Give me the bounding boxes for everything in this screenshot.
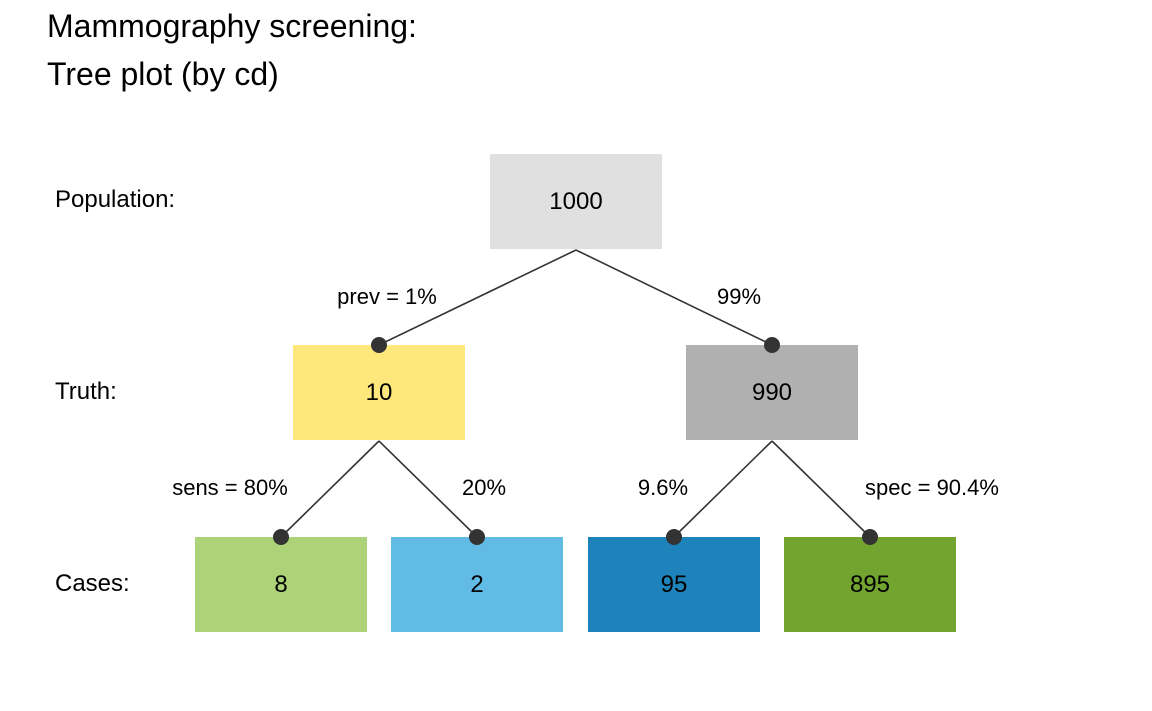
node-false-alarm-value: 95 <box>660 570 688 598</box>
edge-line-miss-rate <box>378 440 478 538</box>
edge-label-not-prev: 99% <box>716 284 762 309</box>
node-miss-value: 2 <box>470 570 484 598</box>
title-line-2: Tree plot (by cd) <box>47 56 279 92</box>
edge-label-prev: prev = 1% <box>337 284 437 309</box>
edge-line-fart <box>673 440 773 538</box>
row-label-population: Population: <box>55 186 176 213</box>
edge-label-fart: 9.6% <box>637 475 689 500</box>
node-condition-false-value: 990 <box>751 378 793 406</box>
edge-line-spec <box>771 440 871 538</box>
node-false-alarm: 95 <box>588 537 760 632</box>
node-population: 1000 <box>490 154 662 249</box>
node-condition-false: 990 <box>686 345 858 440</box>
node-miss: 2 <box>391 537 563 632</box>
node-correct-rejection: 895 <box>784 537 956 632</box>
edge-line-not-prev <box>575 249 773 346</box>
node-condition-true-value: 10 <box>365 378 393 406</box>
title-line-1: Mammography screening: <box>47 8 417 44</box>
node-correct-rejection-value: 895 <box>849 570 891 598</box>
edge-label-sens: sens = 80% <box>172 475 288 500</box>
edge-line-prev <box>378 249 577 346</box>
node-condition-true: 10 <box>293 345 465 440</box>
edge-label-spec: spec = 90.4% <box>865 475 999 500</box>
node-population-value: 1000 <box>549 187 603 215</box>
row-label-truth: Truth: <box>55 378 117 405</box>
node-hit: 8 <box>195 537 367 632</box>
edge-label-miss-rate: 20% <box>461 475 507 500</box>
node-hit-value: 8 <box>274 570 288 598</box>
edge-line-sens <box>280 440 380 538</box>
row-label-cases: Cases: <box>55 570 130 597</box>
